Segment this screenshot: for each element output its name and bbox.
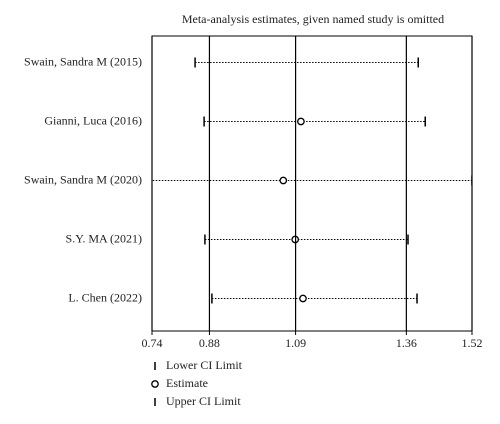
x-tick-label: 0.74 [142, 336, 163, 350]
estimate [299, 294, 307, 303]
x-tick-label: 0.88 [199, 336, 220, 350]
legend-label: Lower CI Limit [166, 358, 243, 372]
x-tick-label: 1.09 [285, 336, 306, 350]
estimate [297, 117, 305, 126]
legend-symbol [151, 380, 159, 388]
legend-label: Upper CI Limit [166, 394, 241, 408]
y-tick-label: S.Y. MA (2021) [66, 231, 142, 245]
plot-area [152, 57, 472, 304]
x-tick-label: 1.52 [462, 336, 483, 350]
y-tick-label: Swain, Sandra M (2015) [24, 54, 142, 68]
x-tick-label: 1.36 [396, 336, 417, 350]
y-tick-label: Swain, Sandra M (2020) [24, 172, 142, 186]
y-tick-label: Gianni, Luca (2016) [44, 113, 142, 127]
y-tick-label: L. Chen (2022) [68, 290, 142, 304]
estimate [279, 176, 288, 185]
chart-title: Meta-analysis estimates, given named stu… [182, 12, 444, 26]
plot-frame [151, 35, 473, 332]
legend-label: Estimate [166, 376, 208, 390]
